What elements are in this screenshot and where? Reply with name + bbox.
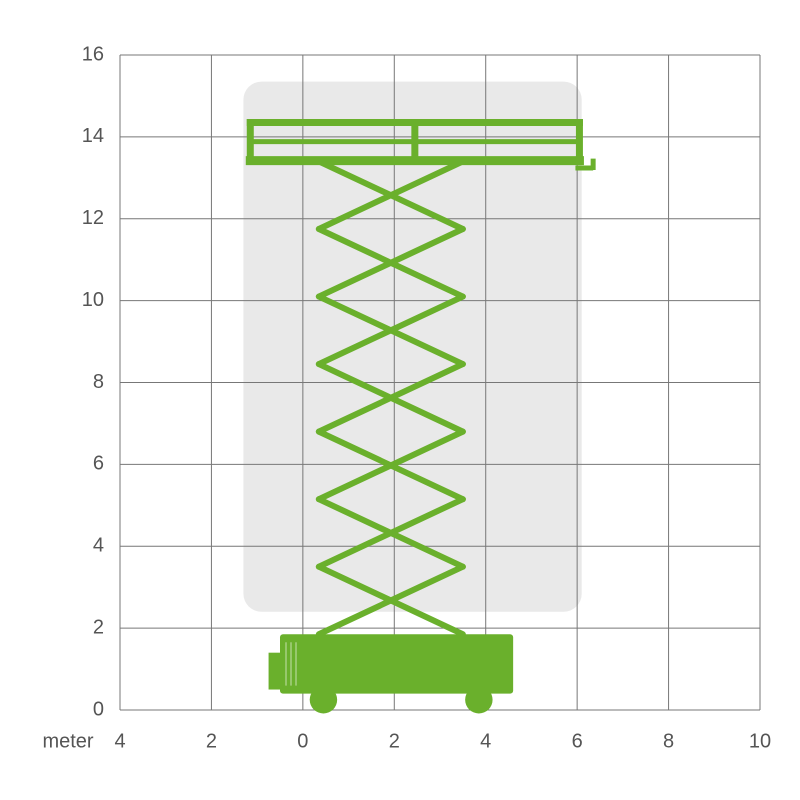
x-tick-label: 8: [663, 731, 674, 753]
y-tick-label: 2: [93, 616, 104, 638]
x-tick-label: 6: [572, 731, 583, 753]
reach-diagram: 4 2 0 2 4 6 8 10 0 2 4 6 8 10 12 14 16 meter: [0, 0, 800, 800]
y-tick-label: 0: [93, 698, 104, 720]
x-tick-label: 4: [480, 731, 491, 753]
x-tick-label: 10: [749, 731, 771, 753]
y-tick-label: 10: [82, 289, 104, 311]
x-tick-label: 4: [114, 731, 125, 753]
x-tick-label: 2: [206, 731, 217, 753]
y-tick-label: 16: [82, 43, 104, 65]
y-tick-label: 12: [82, 207, 104, 229]
y-tick-label: 6: [93, 453, 104, 475]
y-tick-label: 8: [93, 371, 104, 393]
unit-label: meter: [42, 731, 93, 753]
y-tick-label: 14: [82, 125, 104, 147]
x-tick-label: 0: [297, 731, 308, 753]
x-tick-label: 2: [389, 731, 400, 753]
y-tick-label: 4: [93, 535, 104, 557]
